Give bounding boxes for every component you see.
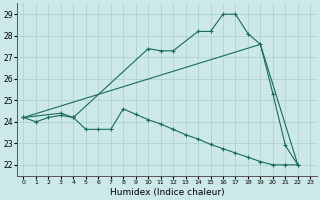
X-axis label: Humidex (Indice chaleur): Humidex (Indice chaleur) — [109, 188, 224, 197]
